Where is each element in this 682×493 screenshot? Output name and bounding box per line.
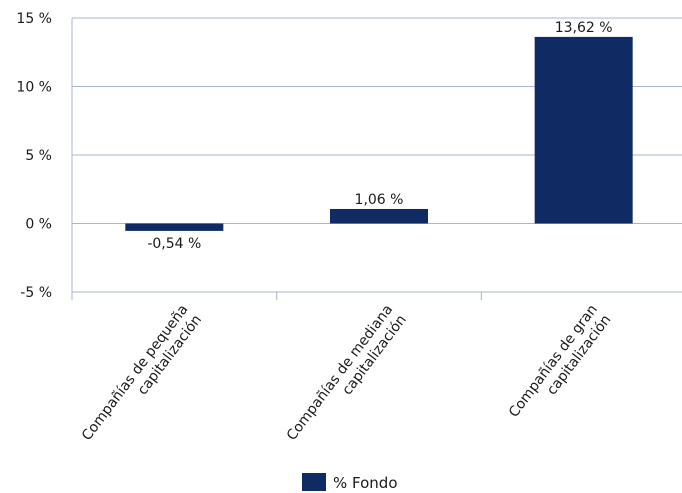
x-tick-label-line: Compañías de mediana <box>284 302 396 444</box>
bar <box>534 36 633 224</box>
bar <box>330 208 428 224</box>
y-tick-label: 10 % <box>16 80 52 96</box>
x-tick-label-line: Compañías de gran <box>506 302 601 421</box>
bar-chart: -5 % 0 % 5 % 10 % 15 % -0,54 % 1,06 % 13,62 % Co… <box>16 11 682 444</box>
bar <box>125 223 224 231</box>
y-tick-label: -5 % <box>20 285 52 301</box>
x-tick-label-line: Compañías de pequeña <box>79 302 192 444</box>
y-tick-label: 5 % <box>25 148 52 164</box>
legend-swatch <box>302 473 326 491</box>
data-label: 13,62 % <box>555 20 613 36</box>
legend-label: % Fondo <box>333 474 398 492</box>
data-label: -0,54 % <box>147 236 201 252</box>
y-tick-label: 0 % <box>25 217 52 233</box>
y-tick-label: 15 % <box>16 11 52 27</box>
data-label: 1,06 % <box>355 192 404 208</box>
legend: % Fondo <box>0 473 682 493</box>
